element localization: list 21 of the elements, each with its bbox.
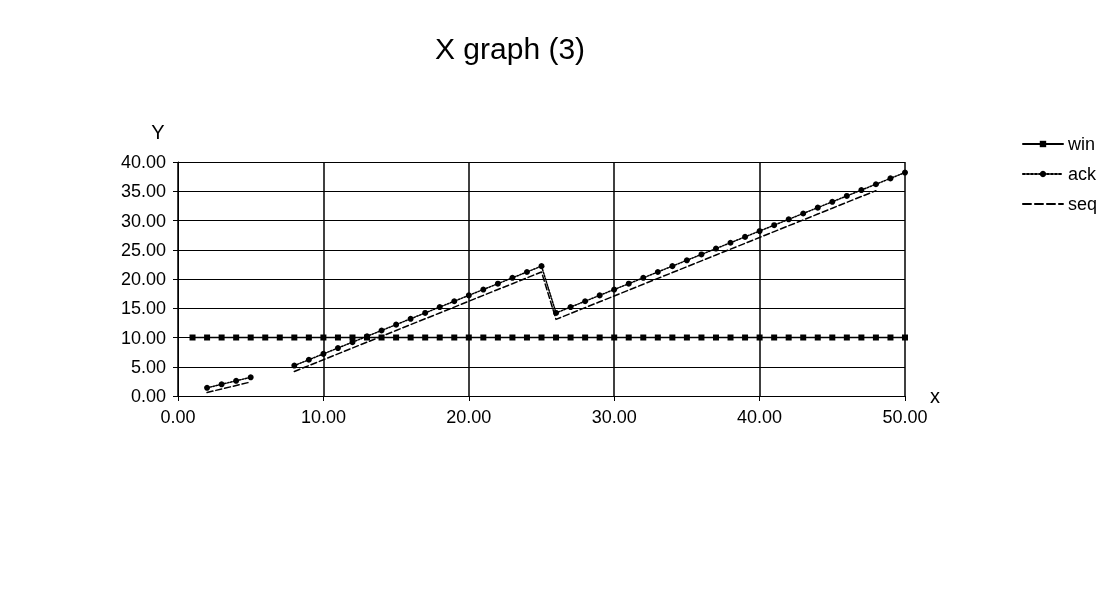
x-tick-label: 20.00 [446,407,492,427]
legend-label: win [1066,134,1095,154]
x-axis-title: x [930,385,940,407]
y-tick-label: 40.00 [120,152,166,172]
y-tick-label: 5.00 [130,356,166,377]
x-tick-label: 50.00 [882,407,928,427]
chart-title: X graph (3) [435,31,586,65]
y-tick-label: 25.00 [120,239,166,260]
y-tick-label: 15.00 [120,298,166,319]
y-tick-label: 20.00 [120,269,166,289]
x-tick-label: 0.00 [160,407,196,427]
y-tick-label: 35.00 [120,181,166,202]
x-tick-label: 40.00 [737,407,783,427]
x-tick-label: 30.00 [591,407,637,427]
legend-label: ack [1067,164,1097,184]
y-axis-title: Y [151,121,165,143]
legend-label: seq [1067,194,1098,214]
y-tick-label: 30.00 [120,210,166,231]
y-tick-label: 10.00 [120,327,166,348]
y-tick-label: 0.00 [130,386,166,406]
x-tick-label: 10.00 [300,407,346,427]
